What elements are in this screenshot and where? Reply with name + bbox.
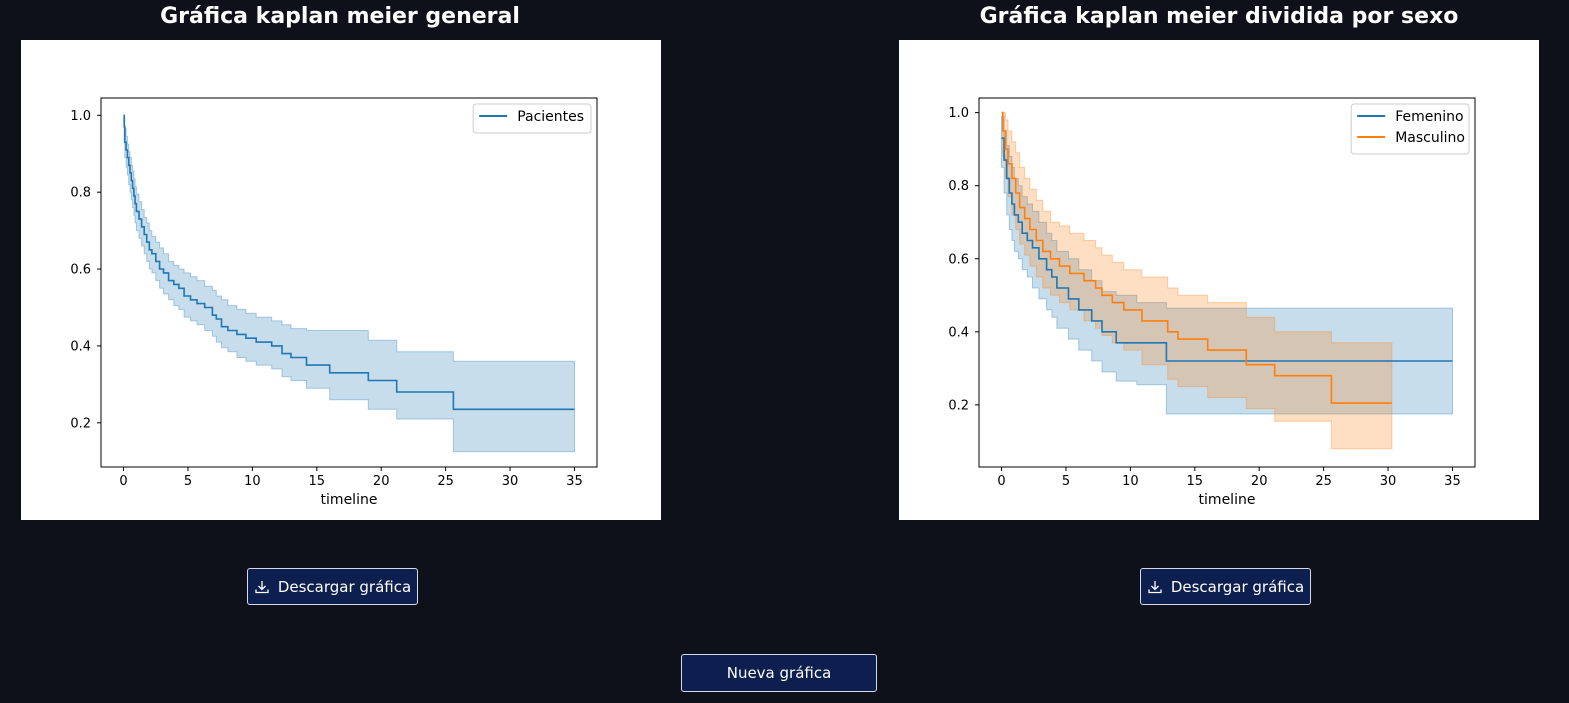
y-tick-label: 0.4 xyxy=(70,339,91,354)
x-tick-label: 15 xyxy=(1187,474,1204,489)
right-chart-container: 0 5 10 15 20 25 30 35 0.2 0.4 0.6 0.8 1.0 timeline Fem… xyxy=(899,40,1539,520)
x-tick-label: 10 xyxy=(244,474,261,489)
ci-band-pacientes xyxy=(123,114,575,453)
x-axis-label: timeline xyxy=(1199,492,1256,508)
x-tick-label: 20 xyxy=(373,474,390,489)
x-axis-label: timeline xyxy=(321,492,378,508)
plot-frame xyxy=(978,97,1476,468)
new-chart-label: Nueva gráfica xyxy=(726,664,832,682)
plot-frame xyxy=(100,97,598,468)
ci-band-femenino xyxy=(1001,115,1453,415)
legend-box xyxy=(472,103,592,134)
y-tick-label: 0.2 xyxy=(70,416,91,431)
x-tick-label: 15 xyxy=(309,474,326,489)
series-line-pacientes xyxy=(123,114,575,411)
x-tick-label: 5 xyxy=(1062,474,1070,489)
series-line-femenino xyxy=(1001,137,1453,362)
series-line-masculino xyxy=(1001,111,1392,404)
left-chart-container: 0 5 10 15 20 25 30 35 0.2 0.4 0.6 0.8 1.0 timeline Pac… xyxy=(21,40,661,520)
x-tick-label: 0 xyxy=(997,474,1005,489)
x-tick-label: 20 xyxy=(1251,474,1268,489)
new-chart-button[interactable]: Nueva gráfica xyxy=(681,654,877,692)
download-icon xyxy=(1147,579,1163,595)
x-tick-label: 25 xyxy=(1315,474,1332,489)
y-tick-label: 1.0 xyxy=(948,106,969,121)
legend-label: Femenino xyxy=(1395,109,1463,125)
km-sex-chart: 0 5 10 15 20 25 30 35 0.2 0.4 0.6 0.8 1.0 timeline Fem… xyxy=(948,97,1476,508)
km-general-chart: 0 5 10 15 20 25 30 35 0.2 0.4 0.6 0.8 1.0 timeline Pac… xyxy=(70,97,598,508)
x-tick-label: 30 xyxy=(502,474,519,489)
y-tick-label: 0.6 xyxy=(948,252,969,267)
download-sex-button[interactable]: Descargar gráfica xyxy=(1140,568,1311,605)
legend-label: Pacientes xyxy=(517,109,584,125)
y-tick-label: 0.4 xyxy=(948,325,969,340)
legend-label: Masculino xyxy=(1395,130,1465,146)
x-tick-label: 35 xyxy=(1444,474,1461,489)
x-tick-label: 5 xyxy=(184,474,192,489)
download-general-button[interactable]: Descargar gráfica xyxy=(247,568,418,605)
x-tick-label: 0 xyxy=(119,474,127,489)
right-chart-title: Gráfica kaplan meier dividida por sexo xyxy=(979,4,1459,29)
x-tick-label: 35 xyxy=(566,474,583,489)
y-tick-label: 0.6 xyxy=(70,263,91,278)
x-tick-label: 25 xyxy=(437,474,454,489)
download-general-label: Descargar gráfica xyxy=(277,577,412,596)
x-tick-label: 30 xyxy=(1380,474,1397,489)
download-sex-label: Descargar gráfica xyxy=(1170,577,1305,596)
y-tick-label: 0.8 xyxy=(70,186,91,201)
y-tick-label: 1.0 xyxy=(70,109,91,124)
download-icon xyxy=(254,579,270,595)
left-chart-title: Gráfica kaplan meier general xyxy=(160,4,520,29)
x-tick-label: 10 xyxy=(1122,474,1139,489)
y-tick-label: 0.8 xyxy=(948,179,969,194)
ci-band-masculino xyxy=(1001,112,1393,450)
y-tick-label: 0.2 xyxy=(948,398,969,413)
